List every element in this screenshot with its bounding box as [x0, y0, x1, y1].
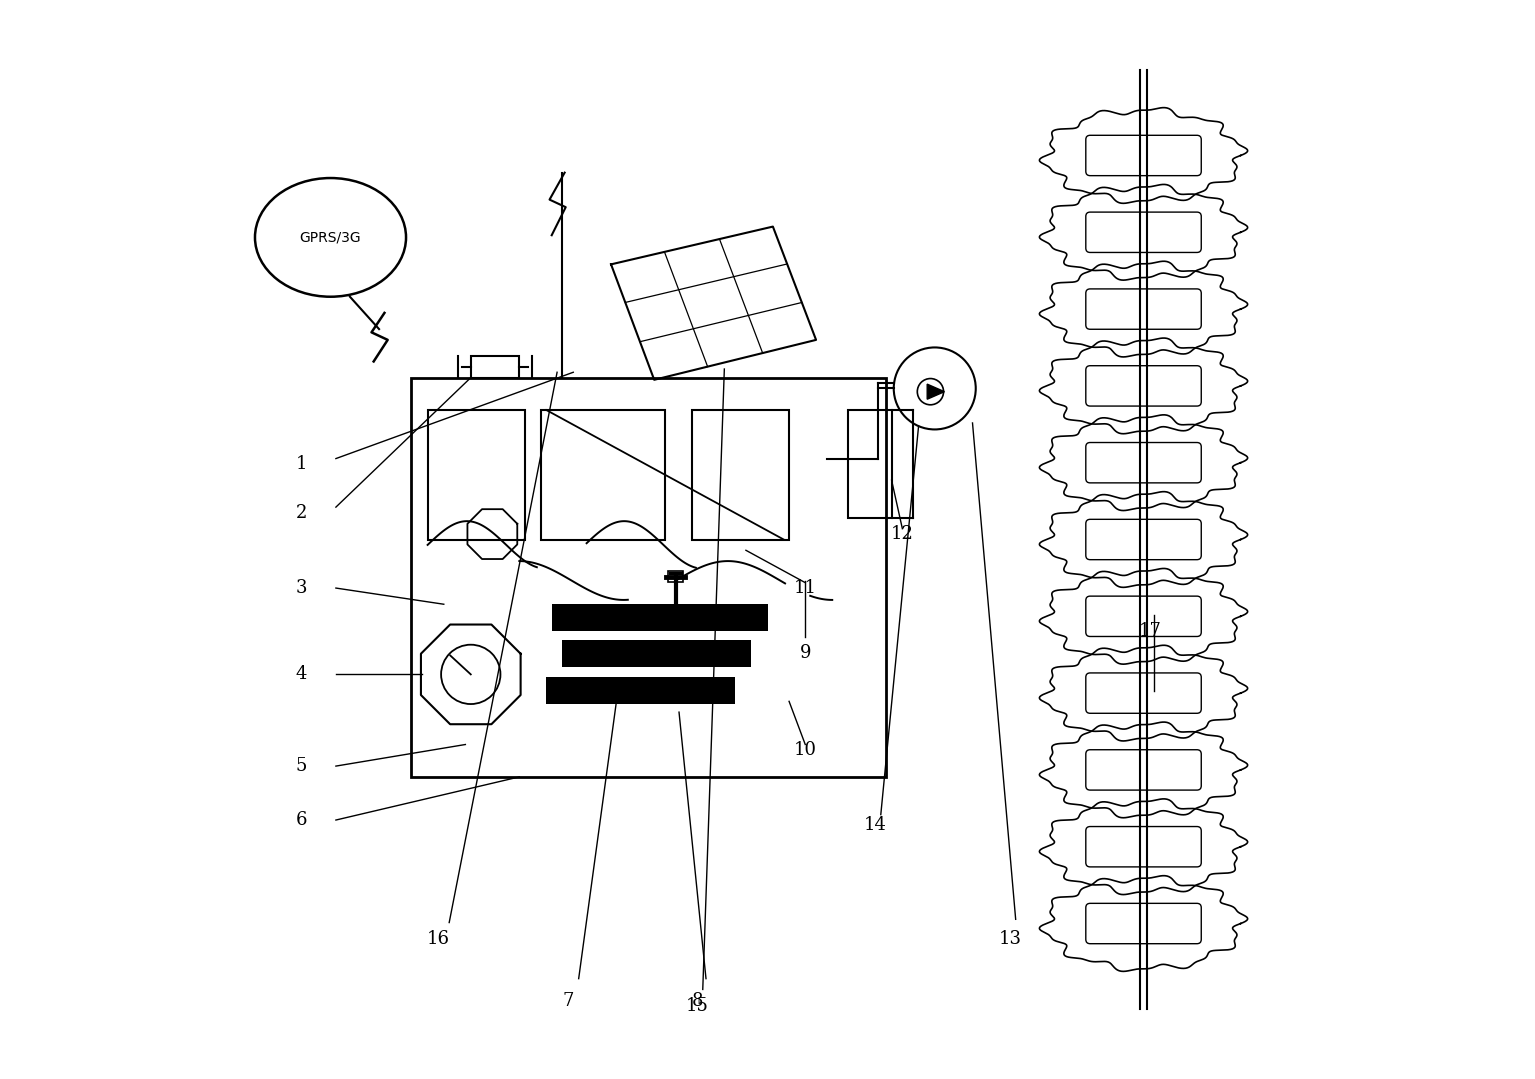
Text: 5: 5: [296, 757, 307, 775]
Text: 14: 14: [864, 817, 887, 834]
Text: 4: 4: [296, 666, 307, 683]
Bar: [428, 410, 525, 540]
Text: 12: 12: [890, 525, 913, 543]
Text: 3: 3: [296, 579, 307, 597]
Bar: [668, 571, 683, 582]
Text: 17: 17: [1139, 623, 1162, 640]
Bar: [471, 356, 519, 378]
Text: 11: 11: [794, 579, 817, 597]
Polygon shape: [927, 384, 944, 399]
Text: 1: 1: [296, 455, 307, 473]
Text: 7: 7: [562, 993, 574, 1010]
Bar: [551, 604, 768, 631]
Text: 10: 10: [794, 741, 817, 759]
Text: 2: 2: [296, 504, 307, 521]
Circle shape: [893, 347, 976, 429]
Bar: [692, 410, 789, 540]
Bar: [540, 410, 665, 540]
Text: GPRS/3G: GPRS/3G: [299, 231, 361, 244]
Text: 8: 8: [692, 993, 703, 1010]
Bar: [562, 640, 751, 667]
Text: 16: 16: [427, 930, 450, 947]
Text: 9: 9: [800, 644, 810, 661]
Bar: [849, 410, 892, 518]
Text: 13: 13: [999, 930, 1022, 947]
Ellipse shape: [255, 178, 407, 297]
Bar: [546, 677, 735, 704]
Text: 15: 15: [686, 997, 709, 1014]
Text: 6: 6: [296, 811, 307, 829]
Bar: [411, 378, 886, 777]
